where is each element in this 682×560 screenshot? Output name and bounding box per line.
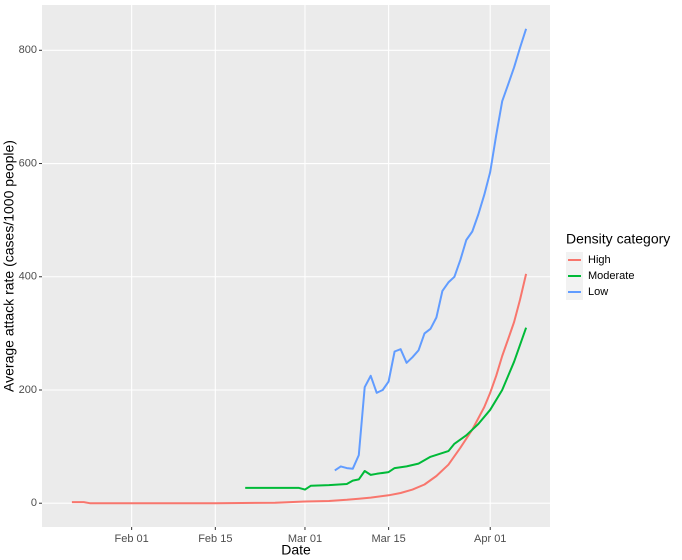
- line-series: [245, 327, 528, 491]
- legend-title: Density category: [566, 231, 670, 247]
- x-tick-label: Apr 01: [474, 533, 506, 545]
- legend-label: High: [588, 254, 611, 266]
- x-tick-label: Mar 01: [288, 533, 322, 545]
- y-tick-label: 0: [31, 497, 37, 509]
- line-series: [334, 28, 528, 472]
- y-tick-label: 800: [19, 44, 37, 56]
- legend-label: Moderate: [588, 270, 634, 282]
- line-series: [71, 273, 528, 505]
- x-tick-label: Mar 15: [372, 533, 406, 545]
- legend-label: Low: [588, 286, 608, 298]
- y-tick-label: 200: [19, 384, 37, 396]
- x-tick-label: Feb 15: [198, 533, 232, 545]
- y-tick-label: 400: [19, 271, 37, 283]
- y-tick-label: 600: [19, 157, 37, 169]
- x-tick-label: Feb 01: [115, 533, 149, 545]
- y-axis-title: Average attack rate (cases/1000 people): [1, 140, 17, 392]
- x-axis-title: Date: [281, 542, 311, 558]
- plot-panel: [42, 5, 550, 527]
